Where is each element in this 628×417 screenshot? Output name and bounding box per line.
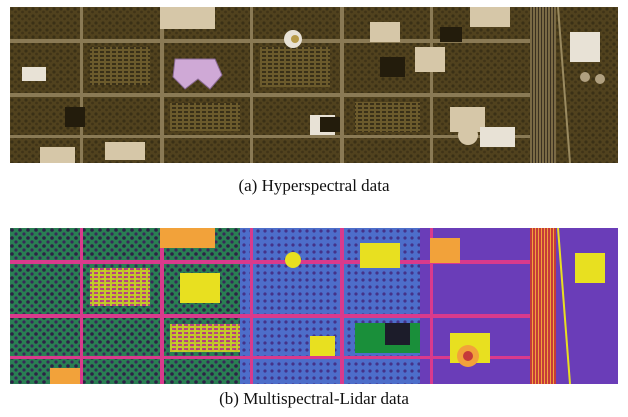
multispectral-lidar-image	[10, 228, 618, 384]
caption-a-text: Hyperspectral data	[261, 176, 390, 195]
caption-a: (a) Hyperspectral data	[0, 176, 628, 196]
caption-a-label: (a)	[238, 176, 258, 195]
hyperspectral-image	[10, 7, 618, 163]
caption-b: (b) Multispectral-Lidar data	[0, 389, 628, 409]
caption-b-label: (b)	[219, 389, 239, 408]
caption-b-text: Multispectral-Lidar data	[243, 389, 409, 408]
